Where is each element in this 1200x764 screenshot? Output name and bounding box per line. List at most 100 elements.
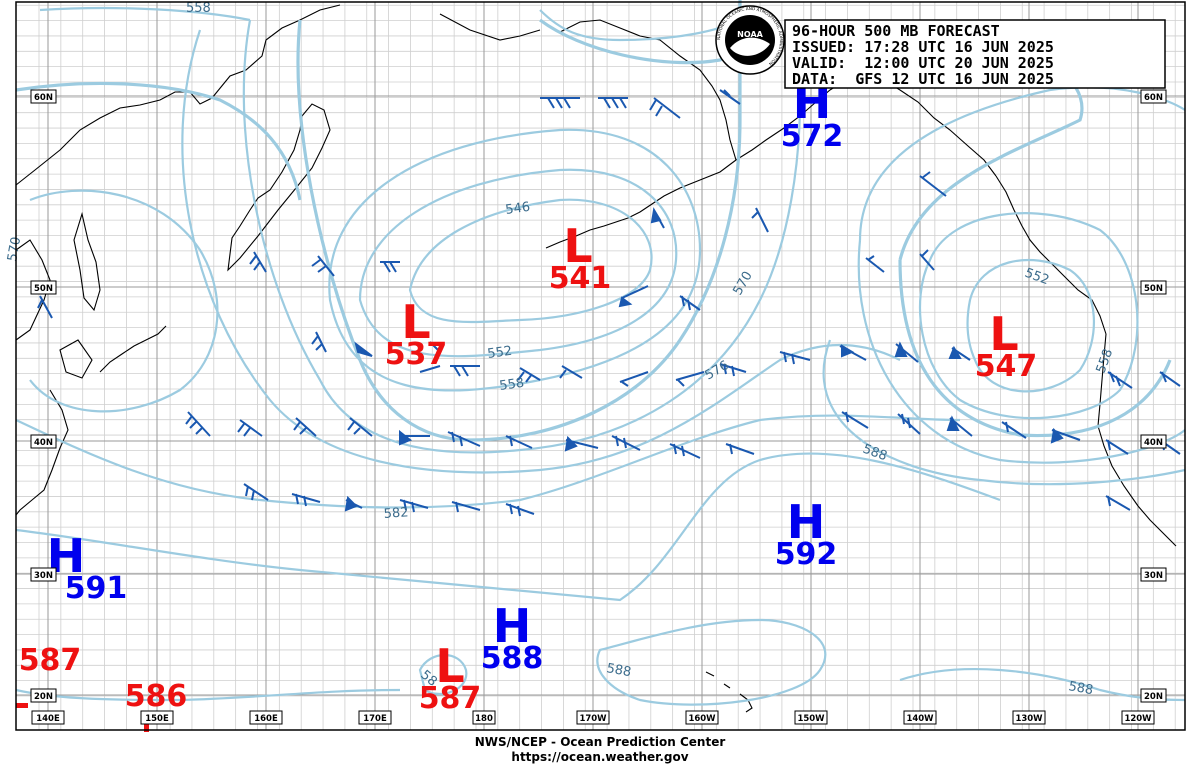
grid-label: 150E	[140, 710, 174, 725]
contour-west-ring	[29, 189, 219, 413]
contour-label: 588	[1067, 679, 1094, 698]
forecast-issued: ISSUED: 17:28 UTC 16 JUN 2025	[792, 38, 1054, 56]
contour-570-mid	[242, 19, 802, 454]
grid-label: 140E	[31, 710, 65, 725]
forecast-title: 96-HOUR 500 MB FORECAST	[792, 22, 1000, 40]
grid-label: 170E	[358, 710, 392, 725]
contour-north	[15, 81, 302, 201]
aleutians	[545, 217, 629, 249]
grid-label: 50N	[30, 280, 57, 295]
center-value: 588	[481, 641, 544, 676]
bc-coast	[995, 175, 1107, 335]
contour-576-east	[822, 339, 1186, 486]
latitude-labels-left: 60N 50N 40N 30N 20N	[30, 89, 57, 703]
grid-label: 30N	[30, 567, 57, 582]
contour-sw	[15, 688, 401, 702]
svg-text:40N: 40N	[34, 438, 53, 448]
contour-label: 558	[498, 376, 525, 394]
asia-coast	[15, 4, 341, 186]
noaa-logo: NOAA NATIONAL OCEANIC AND ATMOSPHERIC AD…	[715, 5, 785, 75]
forecast-valid: VALID: 12:00 UTC 20 JUN 2025	[792, 54, 1054, 72]
credit-agency: NWS/NCEP - Ocean Prediction Center	[474, 735, 726, 749]
grid-label: 60N	[30, 89, 57, 104]
contour-564-west	[296, 0, 742, 442]
center-letter: H	[787, 495, 826, 549]
edge-markers	[16, 703, 149, 732]
grid-label: 30N	[1140, 567, 1167, 582]
us-west-coast	[1097, 333, 1177, 547]
kamchatka	[227, 103, 331, 272]
alaska-peninsula	[627, 159, 737, 219]
contour-label: 588	[605, 661, 632, 680]
grid-label: 140W	[903, 710, 937, 725]
svg-text:150E: 150E	[145, 714, 169, 724]
grid-label: 20N	[30, 688, 57, 703]
grid-label: 50N	[1140, 280, 1167, 295]
svg-text:60N: 60N	[34, 93, 53, 103]
japan-hokkaido	[59, 339, 93, 379]
svg-text:140W: 140W	[906, 714, 934, 724]
svg-text:30N: 30N	[1144, 571, 1163, 581]
svg-text:170E: 170E	[363, 714, 387, 724]
alaska-coast	[559, 19, 737, 161]
svg-text:160W: 160W	[688, 714, 716, 724]
center-value: 586	[125, 679, 188, 714]
svg-text:170W: 170W	[579, 714, 607, 724]
center-value: 591	[65, 571, 128, 606]
grid-label: 20N	[1140, 688, 1167, 703]
latitude-labels-right: 60N 50N 40N 30N 20N	[1140, 89, 1167, 703]
contour-588-south	[15, 452, 1001, 602]
major-grid	[16, 2, 1185, 730]
japan-honshu	[15, 389, 69, 516]
contour-label: 558	[186, 1, 211, 16]
svg-text:20N: 20N	[34, 692, 53, 702]
map-frame	[15, 1, 1186, 731]
forecast-data: DATA: GFS 12 UTC 16 JUN 2025	[792, 70, 1054, 88]
contour-558-west	[328, 128, 702, 392]
svg-text:140E: 140E	[36, 714, 60, 724]
contour-552-west	[358, 168, 678, 358]
asia-mainland	[15, 239, 51, 341]
center-value: 592	[775, 537, 838, 572]
contour-582	[15, 414, 961, 509]
grid-label: 180	[472, 710, 496, 725]
credit-url[interactable]: https://ocean.weather.gov	[511, 750, 689, 764]
kuril-islands	[99, 325, 167, 373]
center-value: 537	[385, 337, 448, 372]
svg-text:50N: 50N	[34, 284, 53, 294]
center-letter: L	[435, 639, 464, 693]
svg-text:40N: 40N	[1144, 438, 1163, 448]
center-letter: L	[401, 295, 430, 349]
contour-588-hawaii	[596, 618, 827, 706]
svg-text:30N: 30N	[34, 571, 53, 581]
grid-label: 40N	[30, 434, 57, 449]
center-letter: L	[989, 307, 1018, 361]
svg-text:60N: 60N	[1144, 93, 1163, 103]
contour-south-low	[418, 654, 468, 695]
wind-barbs	[37, 89, 1181, 517]
svg-text:150W: 150W	[797, 714, 825, 724]
grid-label: 160W	[685, 710, 719, 725]
longitude-labels: 140E 150E 160E 170E 180 170W 160W 150W 140W 130W 1…	[31, 710, 1155, 725]
svg-text:160E: 160E	[254, 714, 278, 724]
forecast-header: 96-HOUR 500 MB FORECAST ISSUED: 17:28 UT…	[784, 19, 1166, 89]
grid-label: 40N	[1140, 434, 1167, 449]
center-letter: L	[563, 219, 592, 273]
coastlines	[15, 4, 1177, 713]
bering-coast	[439, 13, 541, 41]
center-value: 547	[975, 349, 1038, 384]
contour-label: 582	[383, 505, 409, 522]
minor-grid	[16, 2, 1185, 730]
svg-text:20N: 20N	[1144, 692, 1163, 702]
center-value: 587	[19, 643, 82, 678]
pressure-centers: H 572 L 541 L 537 L 547 H 592 H 591 H 58…	[19, 75, 1038, 716]
grid-label: 160E	[249, 710, 283, 725]
center-value: 572	[781, 119, 844, 154]
sakhalin	[73, 211, 101, 312]
grid-label: 150W	[794, 710, 828, 725]
svg-text:130W: 130W	[1015, 714, 1043, 724]
contour-546-ring	[408, 198, 653, 324]
contour-label: 546	[504, 200, 531, 218]
hawaii	[705, 671, 753, 713]
